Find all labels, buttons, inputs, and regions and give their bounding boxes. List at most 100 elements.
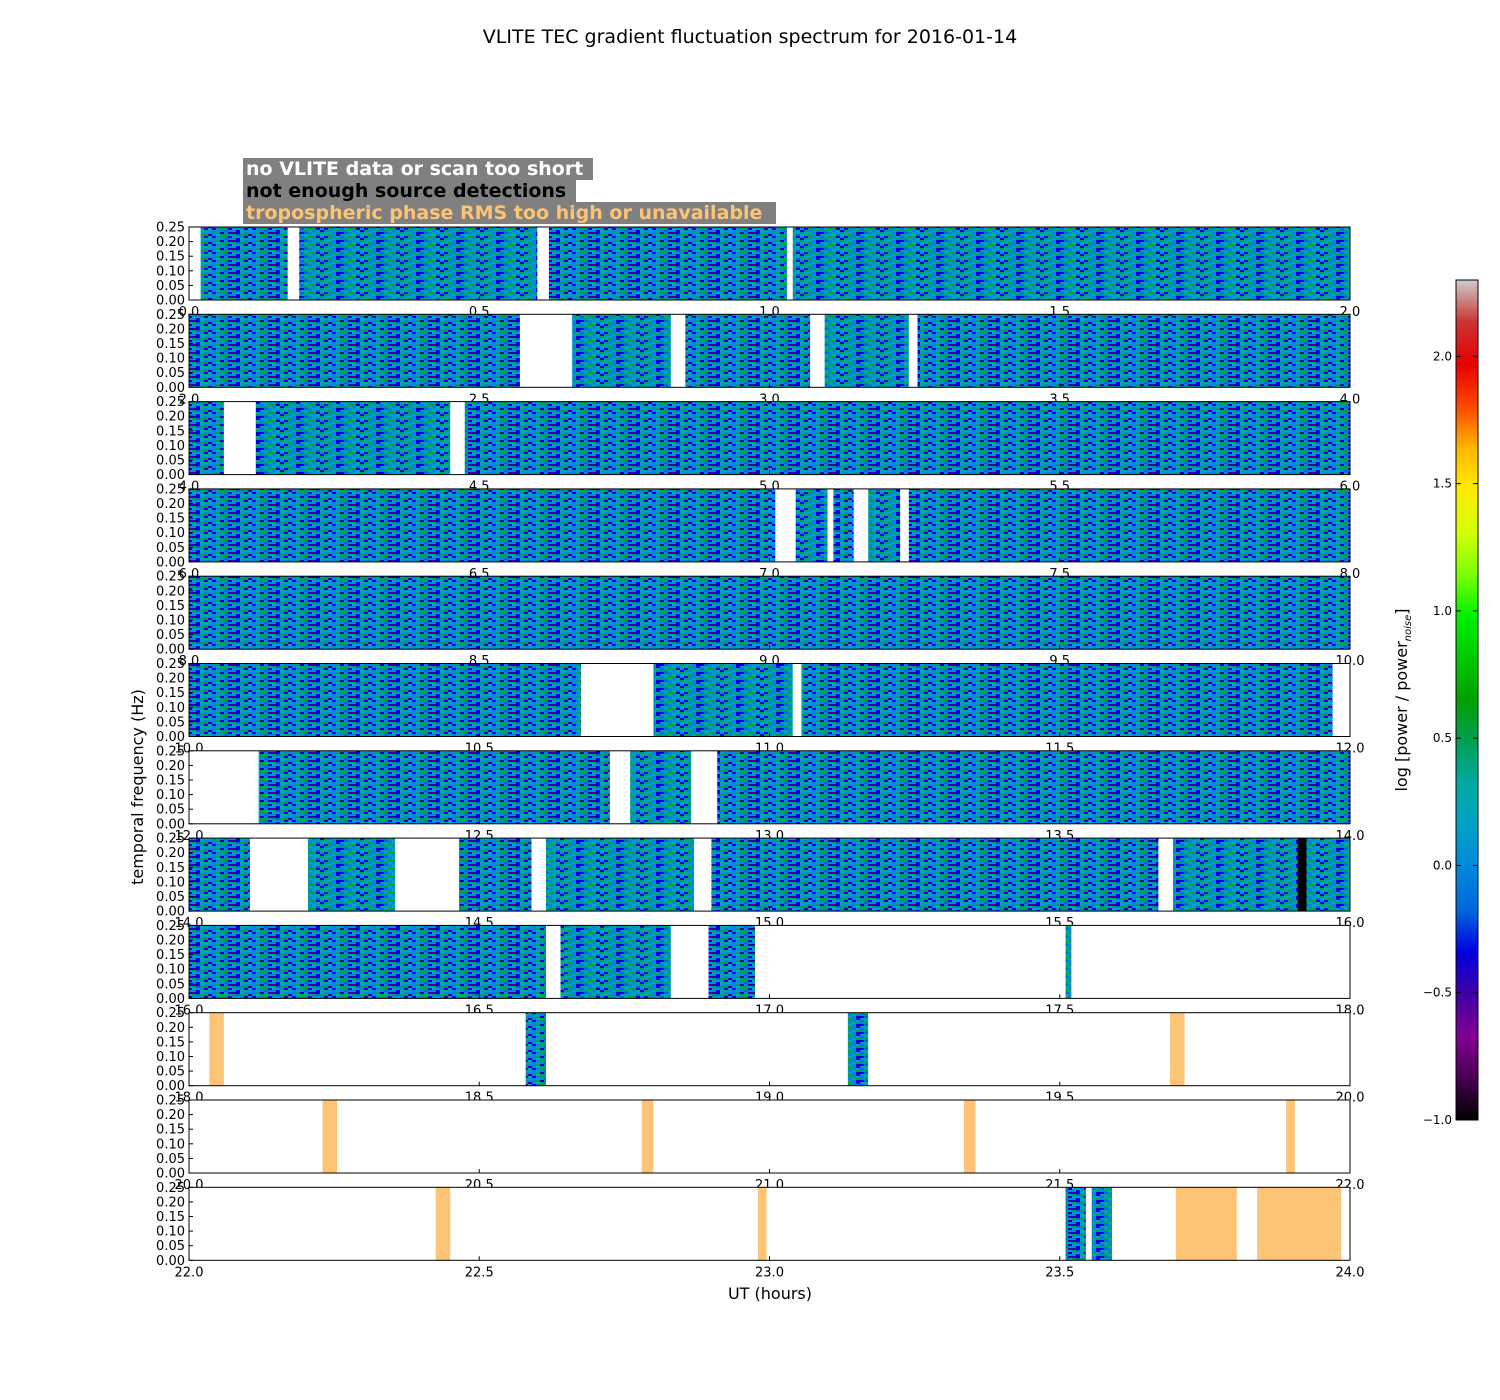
flagged-segment bbox=[1257, 1187, 1342, 1261]
legend-entry-0: no VLITE data or scan too short bbox=[246, 158, 583, 180]
colorbar-tick-label: 0.0 bbox=[1433, 858, 1452, 872]
chart-title: VLITE TEC gradient fluctuation spectrum … bbox=[483, 26, 1017, 48]
flagged-segment bbox=[209, 1012, 224, 1086]
y-tick-label: 0.00 bbox=[156, 817, 185, 832]
y-tick-label: 0.15 bbox=[156, 250, 185, 265]
panel-0: 0.000.050.100.150.200.250.0 0.5 1.0 1.5 2.0 bbox=[156, 221, 1360, 321]
y-tick-label: 0.25 bbox=[156, 395, 185, 410]
spectrum-segment bbox=[795, 488, 828, 562]
y-tick-label: 0.20 bbox=[156, 672, 185, 687]
spectrum-segment bbox=[200, 227, 288, 300]
colorbar-tick-label: 0.5 bbox=[1433, 731, 1452, 745]
y-tick-label: 0.20 bbox=[156, 934, 185, 949]
y-tick-label: 0.10 bbox=[156, 963, 185, 978]
y-tick-label: 0.25 bbox=[156, 221, 185, 236]
spectrum-segment bbox=[189, 576, 1350, 650]
legend-entry-2: tropospheric phase RMS too high or unava… bbox=[246, 202, 762, 224]
y-tick-label: 0.25 bbox=[156, 1094, 185, 1109]
y-tick-label: 0.00 bbox=[156, 1254, 185, 1269]
y-tick-label: 0.00 bbox=[156, 992, 185, 1007]
flagged-segment bbox=[1175, 1187, 1237, 1261]
spectrum-segment bbox=[1065, 1187, 1086, 1261]
y-tick-label: 0.25 bbox=[156, 1006, 185, 1021]
y-tick-label: 0.05 bbox=[156, 1152, 185, 1167]
spectrum-segment bbox=[711, 838, 1159, 912]
y-tick-label: 0.00 bbox=[156, 643, 185, 658]
y-tick-label: 0.25 bbox=[156, 657, 185, 672]
y-tick-label: 0.20 bbox=[156, 235, 185, 250]
flagged-segment bbox=[322, 1100, 338, 1173]
spectrum-segment bbox=[1065, 925, 1072, 999]
y-tick-label: 0.05 bbox=[156, 803, 185, 818]
spectrum-segment bbox=[717, 750, 1350, 824]
y-tick-label: 0.15 bbox=[156, 424, 185, 439]
spectrum-segment bbox=[792, 227, 1350, 300]
y-tick-label: 0.10 bbox=[156, 1225, 185, 1240]
panel-3: 0.000.050.100.150.200.256.0 6.5 7.0 7.5 8.0 bbox=[156, 482, 1360, 582]
spectrum-segment bbox=[833, 488, 854, 562]
colorbar-tick-label: 1.5 bbox=[1433, 477, 1452, 491]
flagged-segment bbox=[641, 1100, 654, 1173]
spectrum-segment bbox=[1091, 1187, 1112, 1261]
y-tick-label: 0.05 bbox=[156, 977, 185, 992]
spectrum-segment bbox=[299, 227, 538, 300]
legend-box-2 bbox=[243, 202, 776, 224]
y-tick-label: 0.05 bbox=[156, 279, 185, 294]
spectrum-segment bbox=[917, 314, 1350, 388]
spectrum-segment bbox=[525, 1012, 547, 1086]
spectrum-segment bbox=[824, 314, 909, 388]
y-tick-label: 0.00 bbox=[156, 468, 185, 483]
spectrum-segment bbox=[189, 314, 520, 388]
y-tick-label: 0.10 bbox=[156, 875, 185, 890]
panel-background bbox=[189, 1187, 1350, 1261]
spectrum-segment bbox=[189, 663, 581, 737]
panel-background bbox=[189, 1012, 1350, 1086]
spectrum-segment bbox=[801, 663, 1333, 737]
y-tick-label: 0.00 bbox=[156, 905, 185, 920]
spectrum-segment bbox=[189, 838, 250, 912]
y-tick-label: 0.05 bbox=[156, 1065, 185, 1080]
y-tick-label: 0.15 bbox=[156, 861, 185, 876]
y-tick-label: 0.10 bbox=[156, 1050, 185, 1065]
no-detection-segment bbox=[1297, 838, 1307, 912]
spectrum-segment bbox=[685, 314, 811, 388]
spectrum-segment bbox=[189, 488, 776, 562]
panel-background bbox=[189, 1100, 1350, 1173]
spectrum-segment bbox=[189, 925, 547, 999]
flagged-segment bbox=[1286, 1100, 1295, 1173]
y-tick-label: 0.15 bbox=[156, 1123, 185, 1138]
y-tick-label: 0.20 bbox=[156, 497, 185, 512]
y-tick-label: 0.20 bbox=[156, 1021, 185, 1036]
y-tick-label: 0.15 bbox=[156, 774, 185, 789]
spectrum-segment bbox=[308, 838, 396, 912]
y-tick-label: 0.15 bbox=[156, 512, 185, 527]
spectrum-segment bbox=[572, 314, 671, 388]
y-tick-label: 0.20 bbox=[156, 759, 185, 774]
y-tick-label: 0.00 bbox=[156, 555, 185, 570]
y-tick-label: 0.00 bbox=[156, 381, 185, 396]
x-tick-label: 23.5 bbox=[1045, 1265, 1074, 1280]
colorbar-gradient bbox=[1455, 279, 1479, 1121]
y-tick-label: 0.05 bbox=[156, 1239, 185, 1254]
y-tick-label: 0.25 bbox=[156, 1181, 185, 1196]
panel-4: 0.000.050.100.150.200.258.0 8.5 9.0 9.5 10.0 bbox=[156, 570, 1364, 670]
y-tick-label: 0.15 bbox=[156, 1210, 185, 1225]
y-tick-label: 0.15 bbox=[156, 337, 185, 352]
flagged-segment bbox=[435, 1187, 451, 1261]
y-tick-label: 0.25 bbox=[156, 482, 185, 497]
x-axis-label: UT (hours) bbox=[728, 1284, 812, 1303]
colorbar: −1.0 −0.5 0.0 0.5 1.0 1.5 2.0 log [power / powe… bbox=[1392, 279, 1479, 1127]
colorbar-tick-label: −1.0 bbox=[1423, 1113, 1452, 1127]
spectrum-segment bbox=[255, 401, 451, 475]
spectrum-segment bbox=[868, 488, 901, 562]
legend-entry-1: not enough source detections bbox=[246, 180, 566, 202]
y-tick-label: 0.25 bbox=[156, 744, 185, 759]
y-tick-label: 0.20 bbox=[156, 322, 185, 337]
x-tick-label: 22.5 bbox=[465, 1265, 494, 1280]
y-tick-label: 0.05 bbox=[156, 890, 185, 905]
